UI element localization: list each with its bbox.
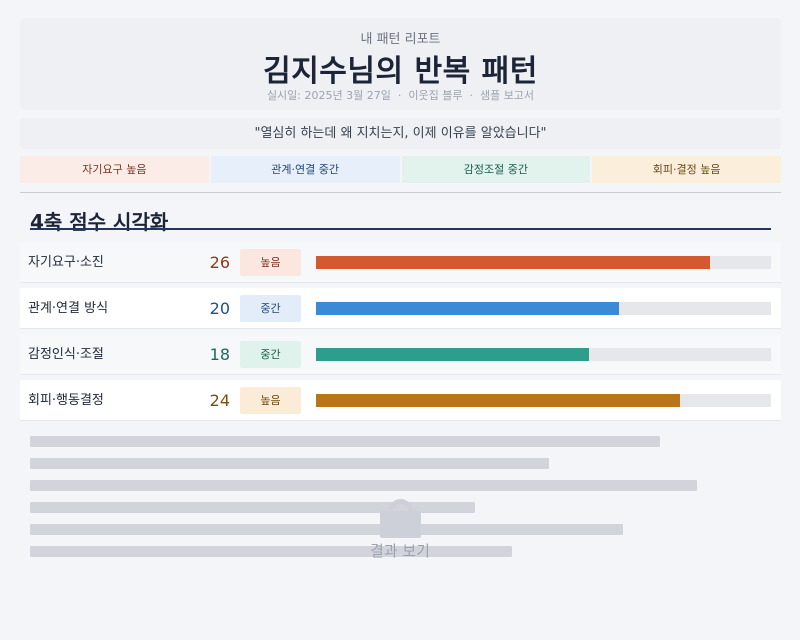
- report-header: 내 패턴 리포트 김지수님의 반복 패턴 실시일: 2025년 3월 27일 · 이…: [20, 18, 781, 110]
- score-bar-track: [316, 348, 771, 361]
- placeholder-line: [30, 436, 660, 447]
- level-badge: 높음: [240, 387, 301, 414]
- pattern-tags: 자기요구 높음 관계·연결 중간 감정조절 중간 회피·결정 높음: [20, 156, 781, 183]
- level-badge: 중간: [240, 341, 301, 368]
- tag-avoidance: 회피·결정 높음: [592, 156, 781, 183]
- tag-relationship: 관계·연결 중간: [210, 156, 400, 183]
- report-meta: 실시일: 2025년 3월 27일 · 이웃집 블루 · 샘플 보고서: [20, 87, 781, 103]
- level-badge: 높음: [240, 249, 301, 276]
- score-bar-fill: [316, 302, 619, 315]
- placeholder-line: [30, 480, 697, 491]
- score-row-avoidance: 회피·행동결정 24 높음: [20, 380, 781, 421]
- score-label: 자기요구·소진: [28, 255, 104, 270]
- unlock-results-label: 결과 보기: [370, 542, 430, 560]
- testimonial-quote: "열심히 하는데 왜 지치는지, 이제 이유를 알았습니다": [20, 118, 781, 149]
- score-bar-track: [316, 394, 771, 407]
- score-bar-track: [316, 302, 771, 315]
- placeholder-line: [30, 502, 475, 513]
- report-date: 실시일: 2025년 3월 27일: [266, 89, 391, 102]
- score-label: 회피·행동결정: [28, 393, 104, 408]
- locked-content-preview: [30, 432, 771, 572]
- score-label: 관계·연결 방식: [28, 301, 109, 316]
- score-bar-fill: [316, 394, 680, 407]
- score-value: 24: [209, 391, 230, 410]
- meta-separator: ·: [469, 89, 473, 102]
- score-row-emotion: 감정인식·조절 18 중간: [20, 334, 781, 375]
- placeholder-line: [30, 524, 623, 535]
- page-title: 김지수님의 반복 패턴: [263, 54, 538, 89]
- tag-self-demand: 자기요구 높음: [20, 156, 209, 183]
- score-value: 20: [209, 299, 230, 318]
- score-value: 26: [209, 253, 230, 272]
- score-row-relationship: 관계·연결 방식 20 중간: [20, 288, 781, 329]
- score-label: 감정인식·조절: [28, 347, 104, 362]
- divider: [20, 192, 781, 193]
- placeholder-line: [30, 458, 549, 469]
- score-bar-track: [316, 256, 771, 269]
- tag-emotion: 감정조절 중간: [401, 156, 591, 183]
- score-bar-fill: [316, 256, 710, 269]
- score-row-self-demand: 자기요구·소진 26 높음: [20, 242, 781, 283]
- score-value: 18: [209, 345, 230, 364]
- report-type: 샘플 보고서: [479, 89, 535, 102]
- score-bar-fill: [316, 348, 589, 361]
- report-nickname: 이웃집 블루: [408, 89, 463, 102]
- placeholder-line: [30, 546, 512, 557]
- section-title: 4축 점수 시각화: [30, 210, 169, 234]
- level-badge: 중간: [240, 295, 301, 322]
- unlock-results-button[interactable]: 결과 보기: [350, 497, 450, 567]
- meta-separator: ·: [397, 89, 402, 102]
- section-underline: [30, 228, 771, 230]
- report-eyebrow: 내 패턴 리포트: [360, 32, 441, 47]
